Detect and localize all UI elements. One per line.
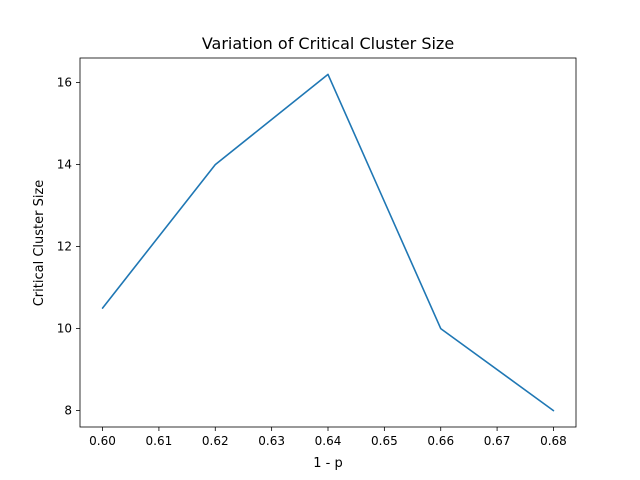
y-tick-label: 14	[57, 158, 72, 172]
chart-title: Variation of Critical Cluster Size	[202, 34, 454, 53]
x-tick-label: 0.64	[315, 434, 342, 448]
x-tick-label: 0.62	[202, 434, 229, 448]
plot-frame	[79, 57, 577, 428]
x-tick-label: 0.68	[540, 434, 567, 448]
plot-area: 0.60 0.61 0.62 0.63 0.64 0.65 0.66 0.67 0.68 8 10 1…	[57, 57, 577, 448]
x-tick-label: 0.66	[427, 434, 454, 448]
x-tick-label: 0.60	[89, 434, 116, 448]
y-tick-label: 10	[57, 322, 72, 336]
x-tick-label: 0.61	[146, 434, 173, 448]
y-tick-label: 12	[57, 240, 72, 254]
x-tick-label: 0.65	[371, 434, 398, 448]
x-tick-label: 0.67	[484, 434, 511, 448]
x-tick-label: 0.63	[258, 434, 285, 448]
y-tick-label: 16	[57, 76, 72, 90]
y-tick-label: 8	[64, 404, 72, 418]
series-line-0	[101, 73, 555, 412]
y-axis-label: Critical Cluster Size	[32, 180, 47, 307]
x-axis-label: 1 - p	[313, 456, 342, 471]
